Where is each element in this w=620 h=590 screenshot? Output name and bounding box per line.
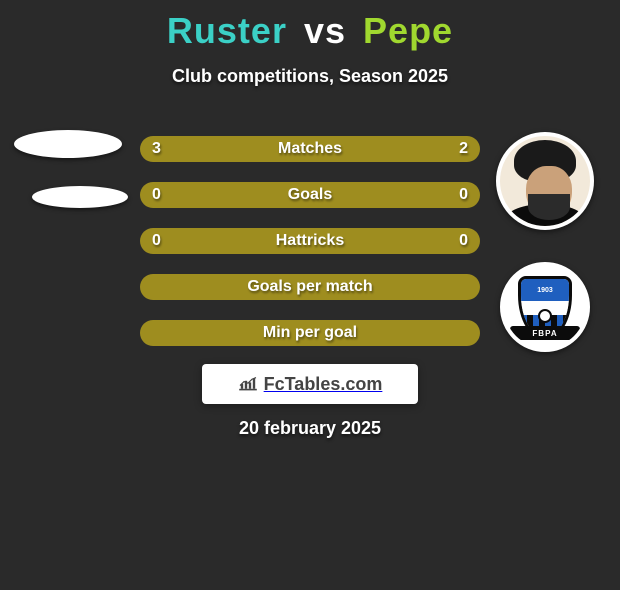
fctables-logo-link[interactable]: FcTables.com bbox=[202, 364, 418, 404]
stat-row-goals: 0 Goals 0 bbox=[140, 182, 480, 208]
player1-avatar-placeholder bbox=[14, 130, 122, 158]
stat-label: Min per goal bbox=[263, 324, 357, 342]
date-text: 20 february 2025 bbox=[0, 418, 620, 439]
stat-left-value: 0 bbox=[152, 232, 161, 250]
stats-list: 3 Matches 2 0 Goals 0 0 Hattricks 0 Goal… bbox=[140, 136, 480, 366]
player2-avatar-col: 1903 FBPA bbox=[490, 132, 600, 352]
player1-avatar-col bbox=[8, 130, 128, 208]
vs-text: vs bbox=[304, 10, 346, 51]
stat-left-value: 0 bbox=[152, 186, 161, 204]
bar-chart-icon bbox=[238, 376, 258, 392]
comparison-card: Ruster vs Pepe Club competitions, Season… bbox=[0, 10, 620, 590]
stat-row-goals-per-match: Goals per match bbox=[140, 274, 480, 300]
player2-name: Pepe bbox=[363, 10, 453, 51]
subtitle: Club competitions, Season 2025 bbox=[0, 66, 620, 87]
stat-row-hattricks: 0 Hattricks 0 bbox=[140, 228, 480, 254]
logo-text: FcTables.com bbox=[264, 374, 383, 395]
crest-banner: FBPA bbox=[510, 326, 580, 340]
stat-label: Hattricks bbox=[276, 232, 344, 250]
stat-label: Goals bbox=[288, 186, 332, 204]
page-title: Ruster vs Pepe bbox=[0, 10, 620, 52]
stat-left-value: 3 bbox=[152, 140, 161, 158]
player1-name: Ruster bbox=[167, 10, 287, 51]
stat-label: Goals per match bbox=[247, 278, 372, 296]
player2-club-crest: 1903 FBPA bbox=[500, 262, 590, 352]
stat-row-matches: 3 Matches 2 bbox=[140, 136, 480, 162]
stat-right-value: 2 bbox=[459, 140, 468, 158]
stat-right-value: 0 bbox=[459, 232, 468, 250]
crest-year: 1903 bbox=[537, 287, 553, 294]
player2-avatar bbox=[496, 132, 594, 230]
stat-right-value: 0 bbox=[459, 186, 468, 204]
stat-label: Matches bbox=[278, 140, 342, 158]
player1-club-placeholder bbox=[32, 186, 128, 208]
stat-row-min-per-goal: Min per goal bbox=[140, 320, 480, 346]
